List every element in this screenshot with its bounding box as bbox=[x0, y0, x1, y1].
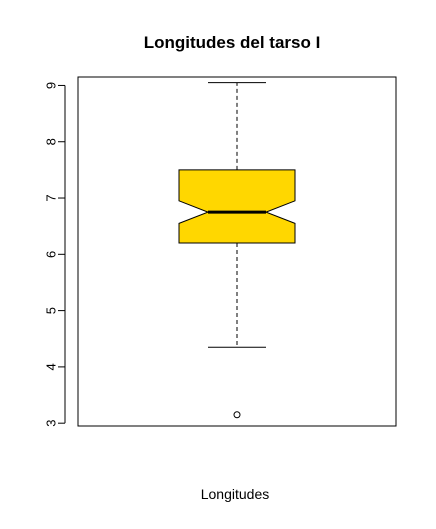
x-axis-label: Longitudes bbox=[201, 486, 270, 502]
outlier-point bbox=[233, 411, 241, 419]
y-tick-label: 9 bbox=[43, 82, 58, 89]
y-tick-label: 6 bbox=[43, 251, 58, 258]
y-tick-label: 8 bbox=[43, 138, 58, 145]
chart-title: Longitudes del tarso I bbox=[144, 33, 321, 52]
y-tick-label: 5 bbox=[43, 307, 58, 314]
y-tick-label: 4 bbox=[43, 363, 58, 370]
plot-frame bbox=[77, 76, 397, 427]
box-plot bbox=[178, 82, 296, 419]
y-tick-label: 7 bbox=[43, 194, 58, 201]
y-axis: 3 4 5 6 7 8 9 bbox=[43, 82, 66, 427]
notched-box bbox=[178, 169, 296, 244]
y-tick-label: 3 bbox=[43, 420, 58, 427]
